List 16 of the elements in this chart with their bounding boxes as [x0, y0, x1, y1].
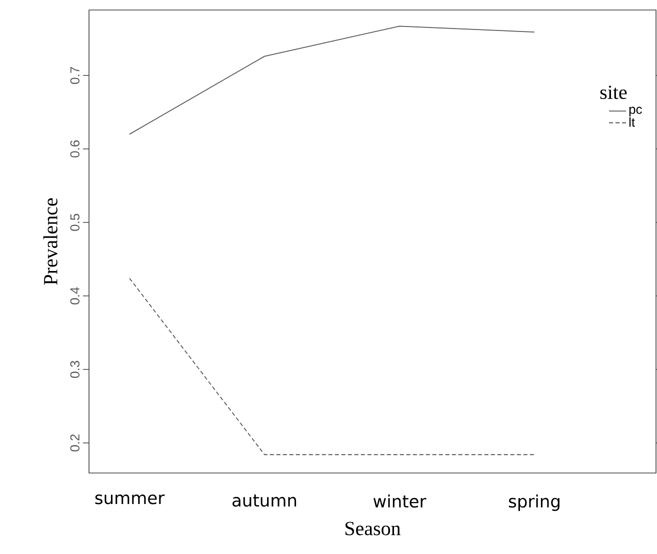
y-axis-title: Prevalence: [43, 198, 58, 285]
y-tick-label: 0.6: [70, 140, 80, 158]
y-tick-label: 0.3: [70, 360, 80, 378]
legend-label: lt: [629, 117, 635, 127]
legend-title: site: [600, 86, 627, 100]
x-tick-label: spring: [508, 494, 560, 511]
line-series: [129, 26, 535, 135]
y-tick-label: 0.5: [70, 214, 80, 231]
x-tick-label: summer: [95, 494, 165, 504]
x-tick-label: winter: [373, 494, 426, 508]
x-axis-title: Season: [346, 522, 401, 536]
y-tick-label: 0.7: [70, 67, 80, 84]
y-tick-label: 0.4: [70, 287, 80, 304]
x-tick-label: autumn: [232, 494, 296, 507]
y-tick-label: 0.2: [70, 434, 80, 452]
legend-label: pc: [629, 106, 642, 116]
